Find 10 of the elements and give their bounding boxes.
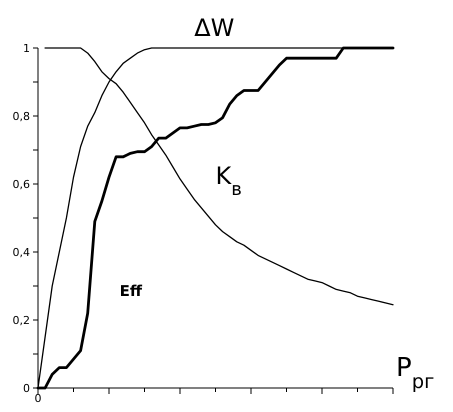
y-tick-label: 0,2 bbox=[12, 314, 30, 327]
y-tick-label: 0,6 bbox=[12, 178, 30, 191]
series-label: ΔW bbox=[194, 14, 234, 42]
y-tick-label: 0,4 bbox=[12, 246, 30, 259]
series-label: K$_{в}$ bbox=[216, 162, 242, 200]
series-label: Eff bbox=[120, 282, 143, 300]
y-tick-label: 0,8 bbox=[12, 110, 30, 123]
x-axis-title: P$_{рг}$ bbox=[396, 353, 434, 392]
y-tick-label: 1 bbox=[23, 42, 30, 55]
y-tick-label: 0 bbox=[23, 382, 30, 395]
